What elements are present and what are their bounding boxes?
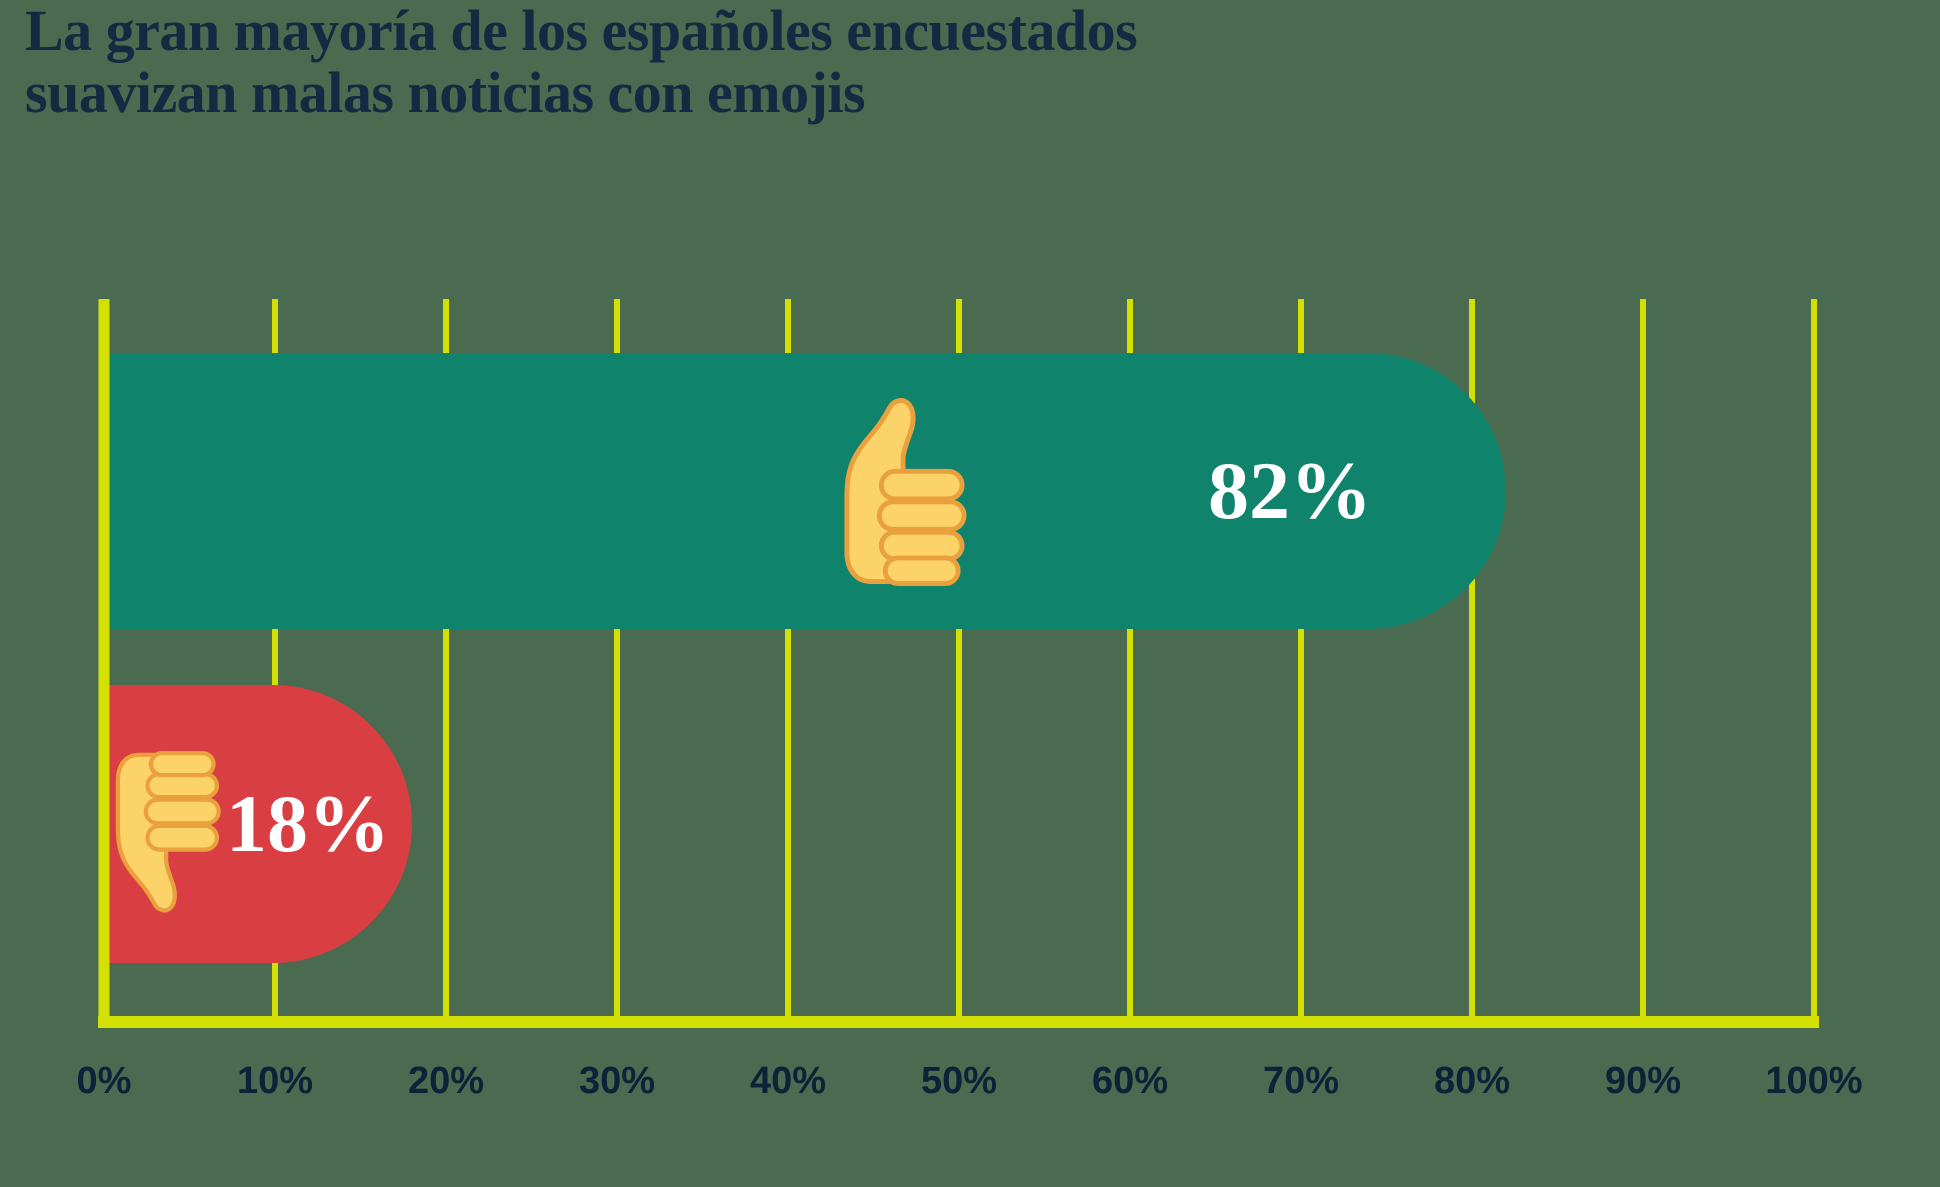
axis-tick-label: 70%	[1262, 1060, 1340, 1102]
gridline	[1298, 299, 1304, 1016]
bar-negative: 18%	[100, 685, 412, 963]
gridline	[785, 299, 791, 1016]
axis-tick-label: 50%	[920, 1060, 998, 1102]
bar-positive: 82%	[100, 353, 1507, 629]
gridline	[956, 299, 962, 1016]
gridline	[1811, 299, 1817, 1016]
gridline	[1469, 299, 1475, 1016]
x-axis-line	[98, 1016, 1819, 1028]
gridline	[272, 299, 278, 1016]
chart-title: La gran mayoría de los españoles encuest…	[25, 0, 1138, 125]
y-axis-line	[98, 299, 110, 1016]
axis-tick-label: 20%	[407, 1060, 485, 1102]
axis-tick-label: 40%	[749, 1060, 827, 1102]
thumbs-up-icon	[840, 395, 968, 585]
axis-tick-label: 30%	[578, 1060, 656, 1102]
bar-value-label-positive: 82%	[1208, 445, 1372, 536]
axis-tick-label: 80%	[1433, 1060, 1511, 1102]
axis-tick-label: 10%	[236, 1060, 314, 1102]
axis-tick-label: 100%	[1765, 1060, 1863, 1102]
bar-value-label-negative: 18%	[226, 778, 390, 869]
thumbs-down-icon	[112, 752, 222, 915]
axis-tick-label: 60%	[1091, 1060, 1169, 1102]
gridline	[1127, 299, 1133, 1016]
gridline	[614, 299, 620, 1016]
gridline	[1640, 299, 1646, 1016]
axis-tick-label: 90%	[1604, 1060, 1682, 1102]
gridline	[443, 299, 449, 1016]
axis-tick-label: 0%	[76, 1060, 132, 1102]
